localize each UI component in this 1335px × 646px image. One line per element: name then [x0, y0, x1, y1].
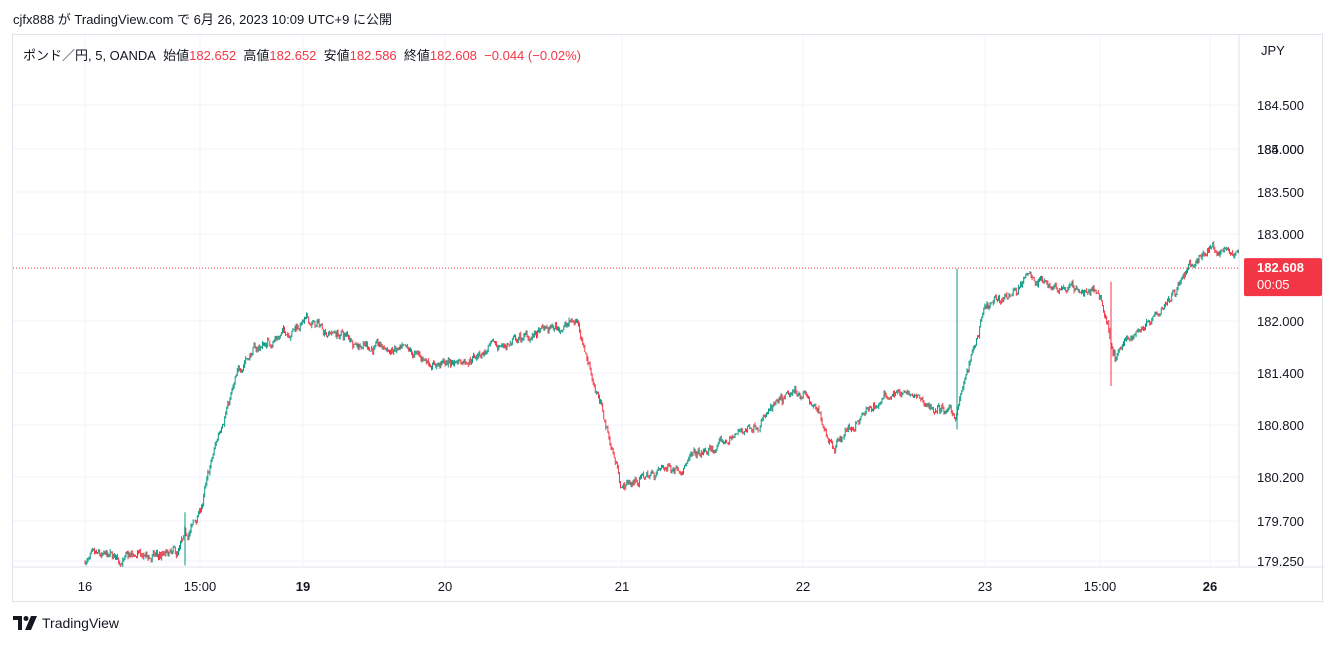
- time-tick-label: 15:00: [184, 579, 217, 594]
- chart-area[interactable]: 184.500 184.000 183.500 183.000 182.000 181.4…: [12, 34, 1324, 603]
- price-tick-label: 183.000: [1257, 227, 1304, 242]
- currency-label: JPY: [1261, 43, 1285, 58]
- price-tick-label: 179.250: [1257, 554, 1304, 569]
- time-tick-label: 16: [78, 579, 92, 594]
- legend-symbol[interactable]: ポンド／円, 5, OANDA: [23, 48, 156, 63]
- time-tick-label: 22: [796, 579, 810, 594]
- time-tick-label: 20: [438, 579, 452, 594]
- legend-low-value: 182.586: [349, 48, 397, 63]
- legend-high-label: 高値: [243, 48, 270, 63]
- tradingview-footer[interactable]: TradingView: [13, 615, 119, 631]
- price-tick-label: 184.000: [1257, 142, 1304, 157]
- time-tick-label: 26: [1203, 579, 1217, 594]
- last-price-badge: [1244, 258, 1322, 297]
- candles-group: [84, 241, 1239, 567]
- legend-open-label: 始値: [163, 48, 190, 63]
- time-tick-label: 15:00: [1084, 579, 1117, 594]
- tradingview-brand-text: TradingView: [42, 615, 120, 631]
- price-tick-label: 184.500: [1257, 98, 1304, 113]
- tradingview-logo-icon: [13, 616, 37, 630]
- time-tick-label: 19: [296, 579, 310, 594]
- price-chart[interactable]: 184.500 184.000 183.500 183.000 182.000 181.4…: [13, 35, 1324, 603]
- legend-low-label: 安値: [323, 48, 350, 63]
- price-tick-label-clipped: 185.000: [1257, 142, 1304, 157]
- price-tick-label: 180.200: [1257, 470, 1304, 485]
- price-tick-label: 179.700: [1257, 514, 1304, 529]
- bar-countdown: 00:05: [1257, 277, 1290, 292]
- price-tick-label: 182.000: [1257, 314, 1304, 329]
- legend-change-value: −0.044 (−0.02%): [484, 48, 582, 63]
- legend-open-value: 182.652: [189, 48, 237, 63]
- legend-high-value: 182.652: [269, 48, 317, 63]
- legend-close-label: 終値: [403, 48, 430, 63]
- last-price-value: 182.608: [1257, 260, 1304, 275]
- price-tick-label: 181.400: [1257, 366, 1304, 381]
- time-tick-label: 23: [978, 579, 992, 594]
- publish-info: cjfx888 が TradingView.com で 6月 26, 2023 …: [13, 12, 392, 27]
- price-tick-label: 183.500: [1257, 185, 1304, 200]
- legend-close-value: 182.608: [429, 48, 477, 63]
- price-tick-label: 180.800: [1257, 418, 1304, 433]
- time-tick-label: 21: [615, 579, 629, 594]
- ohlc-legend: ポンド／円, 5, OANDA 始値182.652 高値182.652 安値18…: [23, 45, 581, 64]
